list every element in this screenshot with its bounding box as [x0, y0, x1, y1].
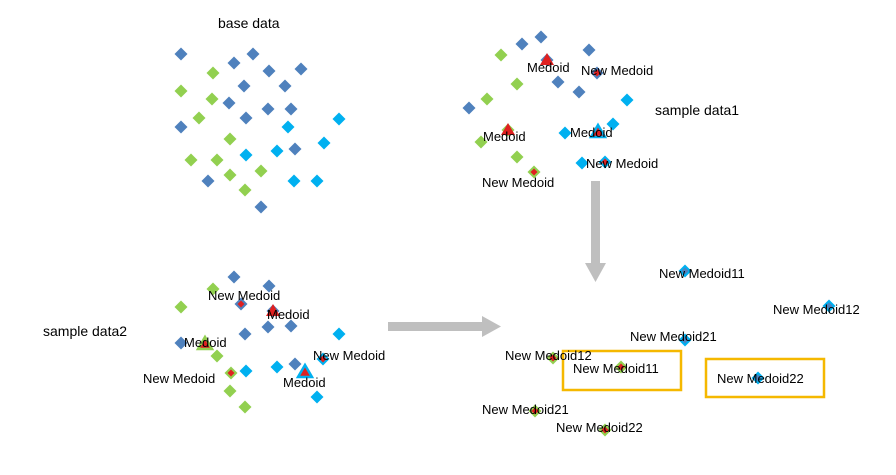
- s1-new-medoid-label-1: New Medoid: [581, 63, 653, 78]
- point: [237, 79, 251, 93]
- point: [222, 96, 236, 110]
- point: [238, 183, 252, 197]
- green-new-medoid22-label: New Medoid22: [556, 420, 643, 435]
- highlight-box-medoid11: [561, 349, 683, 392]
- s2-medoid-label-1: Medoid: [267, 307, 310, 322]
- point: [510, 77, 524, 91]
- point: [174, 120, 188, 134]
- sample-data1-title: sample data1: [655, 102, 739, 118]
- point: [205, 92, 219, 106]
- s1-green-points: [474, 48, 524, 164]
- result-panel: New Medoid11 New Medoid12 New Medoid21 N…: [482, 264, 860, 437]
- point: [310, 390, 324, 404]
- point: [582, 43, 596, 57]
- point: [534, 30, 548, 44]
- green-new-medoid12-label: New Medoid12: [505, 348, 592, 363]
- sample-data1-panel: sample data1: [462, 30, 739, 190]
- point: [227, 270, 241, 284]
- point: [210, 349, 224, 363]
- down-arrow: [585, 181, 606, 282]
- sample-data2-title: sample data2: [43, 323, 127, 339]
- point: [284, 102, 298, 116]
- point: [174, 300, 188, 314]
- point: [239, 364, 253, 378]
- point: [239, 148, 253, 162]
- s2-new-medoid-label-2: New Medoid: [313, 348, 385, 363]
- point: [270, 144, 284, 158]
- point: [310, 174, 324, 188]
- point: [223, 132, 237, 146]
- s1-medoid-label-2: Medoid: [483, 129, 526, 144]
- point: [239, 111, 253, 125]
- s2-medoid-label-3: Medoid: [283, 375, 326, 390]
- s1-new-medoid-label-3: New Medoid: [482, 175, 554, 190]
- point: [246, 47, 260, 61]
- s2-medoid-label-2: Medoid: [184, 335, 227, 350]
- right-arrow: [388, 316, 501, 337]
- point: [210, 153, 224, 167]
- point: [184, 153, 198, 167]
- sample-data2-panel: sample data2: [43, 270, 385, 414]
- point: [270, 360, 284, 374]
- point: [620, 93, 634, 107]
- point: [510, 150, 524, 164]
- base-green-points: [174, 66, 268, 197]
- base-data-panel: base data: [174, 15, 346, 214]
- point: [515, 37, 529, 51]
- point: [238, 327, 252, 341]
- point: [288, 142, 302, 156]
- s2-new-medoid-label-3: New Medoid: [143, 371, 215, 386]
- point: [174, 47, 188, 61]
- boxed-new-medoid22-label: New Medoid22: [717, 371, 804, 386]
- point: [281, 120, 295, 134]
- point: [278, 79, 292, 93]
- point: [494, 48, 508, 62]
- point: [201, 174, 215, 188]
- base-data-title: base data: [218, 15, 280, 31]
- point: [206, 66, 220, 80]
- new-medoid11-label: New Medoid11: [659, 266, 745, 281]
- point: [288, 357, 302, 371]
- s2-new-medoid-label-1: New Medoid: [208, 288, 280, 303]
- new-medoid21-label: New Medoid21: [630, 329, 717, 344]
- new-medoid12-label: New Medoid12: [773, 302, 860, 317]
- point: [261, 102, 275, 116]
- point: [174, 84, 188, 98]
- point: [223, 384, 237, 398]
- point: [238, 400, 252, 414]
- s2-new-medoid-green: [224, 366, 238, 380]
- point: [317, 136, 331, 150]
- point: [261, 320, 275, 334]
- point: [287, 174, 301, 188]
- point: [462, 101, 476, 115]
- point: [480, 92, 494, 106]
- point: [192, 111, 206, 125]
- point: [262, 64, 276, 78]
- point: [572, 85, 586, 99]
- s1-medoid-label-1: Medoid: [527, 60, 570, 75]
- point: [332, 112, 346, 126]
- s1-new-medoid-label-2: New Medoid: [586, 156, 658, 171]
- point: [227, 56, 241, 70]
- point: [254, 200, 268, 214]
- point: [332, 327, 346, 341]
- highlight-box-medoid22: [704, 357, 826, 399]
- point: [294, 62, 308, 76]
- point: [254, 164, 268, 178]
- boxed-new-medoid11-label: New Medoid11: [573, 361, 659, 376]
- s1-medoid-label-3: Medoid: [570, 125, 613, 140]
- green-new-medoid21-label: New Medoid21: [482, 402, 569, 417]
- point: [551, 75, 565, 89]
- point: [223, 168, 237, 182]
